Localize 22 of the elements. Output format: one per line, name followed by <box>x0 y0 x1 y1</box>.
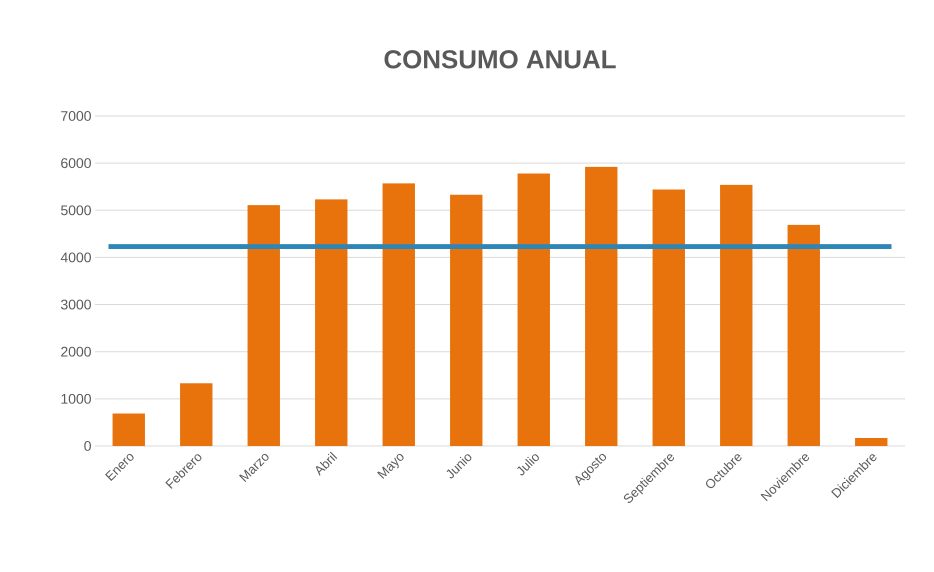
bar <box>382 183 415 446</box>
bar <box>315 199 348 446</box>
y-tick-label: 4000 <box>60 252 91 262</box>
y-tick-label: 2000 <box>61 346 91 357</box>
bar <box>180 383 212 446</box>
bar <box>112 413 145 446</box>
y-tick-label: 0 <box>84 441 91 451</box>
y-tick-label: 6000 <box>61 158 91 168</box>
bar <box>788 224 820 446</box>
chart-title: CONSUMO ANUAL <box>384 50 616 68</box>
y-tick-label: 1000 <box>62 394 91 404</box>
y-tick-label: 5000 <box>61 205 91 216</box>
bar <box>855 438 888 446</box>
bar <box>518 174 550 446</box>
bar <box>585 166 618 446</box>
bar <box>652 190 685 446</box>
bar <box>720 184 752 446</box>
y-tick-label: 3000 <box>60 300 91 310</box>
bar <box>450 194 482 446</box>
bar <box>248 205 280 446</box>
x-tick-label: Julio <box>517 454 539 476</box>
y-tick-label: 7000 <box>61 111 91 121</box>
